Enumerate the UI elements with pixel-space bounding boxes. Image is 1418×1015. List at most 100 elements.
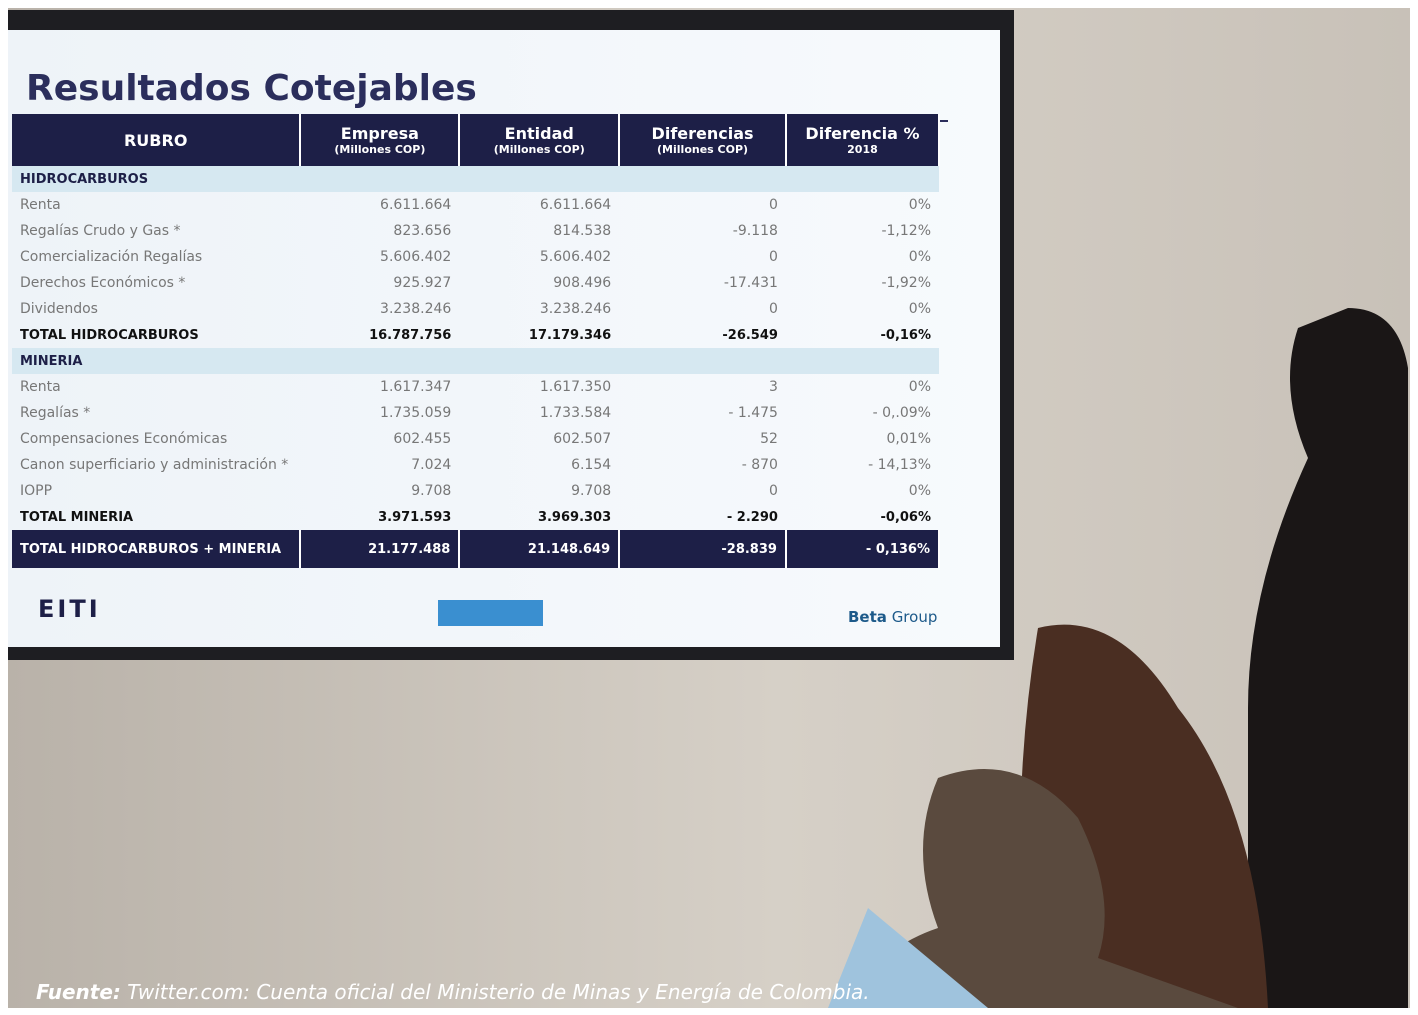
header-sub: (Millones COP): [657, 143, 749, 156]
table-cell: -1,92%: [881, 275, 931, 291]
table-cell: 6.611.664: [539, 197, 612, 213]
table-row: Regalías * 1.735.059 1.733.584 - 1.475 - 0,.…: [12, 400, 939, 426]
table-row: Canon superficiario y administración * 7.…: [12, 452, 939, 478]
table-cell: 3: [769, 379, 778, 395]
table-row: Compensaciones Económicas 602.455 602.507 5…: [12, 426, 939, 452]
table-cell: TOTAL HIDROCARBUROS: [20, 327, 199, 343]
table-cell: 3.238.246: [539, 301, 612, 317]
table-cell: 3.971.593: [378, 509, 452, 525]
caption: Fuente: Twitter.com: Cuenta oficial del …: [36, 980, 870, 1004]
table-cell: 21.177.488: [300, 530, 461, 568]
table-cell: 21.148.649: [459, 530, 621, 568]
table-cell: Regalías Crudo y Gas *: [20, 223, 181, 239]
table-cell: 0%: [908, 483, 931, 499]
table-row: IOPP 9.708 9.708 0 0%: [12, 478, 939, 504]
header-row: RUBRO Empresa (Millones COP) Entidad (Millon…: [12, 114, 941, 166]
table-cell: 5.606.402: [539, 249, 612, 265]
table-cell: 1.617.350: [539, 379, 612, 395]
table-cell: 16.787.756: [369, 327, 452, 343]
logo-beta: Beta Group: [848, 608, 937, 626]
header-cell: Diferencias (Millones COP): [619, 114, 787, 166]
table-cell: 0,01%: [886, 431, 931, 447]
screen: Resultados Cotejables RUBRO Empresa (Millo…: [8, 30, 1000, 647]
logo-eiti: EITI: [38, 595, 101, 623]
table-cell: 925.927: [393, 275, 452, 291]
logo-text: Group: [891, 608, 938, 626]
table-cell: -26.549: [722, 327, 778, 343]
table-cell: 814.538: [553, 223, 612, 239]
table-row: Dividendos 3.238.246 3.238.246 0 0%: [12, 296, 939, 322]
header-text: RUBRO: [123, 130, 188, 150]
header-cell: Entidad (Millones COP): [459, 114, 621, 166]
table-cell: 0%: [908, 197, 931, 213]
header-cell: Diferencia % 2018: [785, 114, 941, 166]
header-text: Diferencia %: [805, 124, 920, 143]
header-text: Diferencias: [651, 124, 754, 143]
table-cell: 0%: [908, 301, 931, 317]
table-row: Renta 1.617.347 1.617.350 3 0%: [12, 374, 939, 400]
table-row: TOTAL MINERIA 3.971.593 3.969.303 - 2.290 -0…: [12, 504, 939, 530]
table-cell: Comercialización Regalías: [20, 249, 203, 265]
table-cell: 0%: [908, 249, 931, 265]
table-cell: - 2.290: [726, 509, 778, 525]
table-cell: 3.969.303: [537, 509, 612, 525]
table-cell: -0,06%: [880, 509, 932, 525]
table-cell: TOTAL MINERIA: [20, 509, 134, 525]
table-row: Comercialización Regalías 5.606.402 5.606.…: [12, 244, 939, 270]
table-row: Regalías Crudo y Gas * 823.656 814.538 -9.1…: [12, 218, 939, 244]
table-cell: - 870: [741, 457, 778, 473]
table-cell: Derechos Económicos *: [20, 275, 186, 291]
table-cell: 602.455: [393, 431, 452, 447]
table-cell: 9.708: [571, 483, 612, 499]
table-cell: IOPP: [20, 483, 53, 499]
people: [828, 308, 1408, 1008]
table-cell: -17.431: [723, 275, 778, 291]
tv: Resultados Cotejables RUBRO Empresa (Millo…: [8, 10, 1014, 660]
table-cell: 6.611.664: [380, 197, 452, 213]
section-row: HIDROCARBUROS: [12, 166, 939, 192]
table-cell: 52: [760, 431, 778, 447]
table-cell: 17.179.346: [528, 327, 612, 343]
table-cell: 823.656: [393, 223, 452, 239]
section-row: MINERIA: [12, 348, 939, 374]
photo: Resultados Cotejables RUBRO Empresa (Millo…: [8, 8, 1410, 1008]
table-row: TOTAL HIDROCARBUROS + MINERIA 21.177.488 2…: [12, 530, 941, 568]
header-cell: RUBRO: [12, 114, 302, 166]
table-cell: - 1.475: [728, 405, 778, 421]
table-cell: Renta: [20, 197, 61, 213]
table-row: Renta 6.611.664 6.611.664 0 0%: [12, 192, 939, 218]
table: RUBRO Empresa (Millones COP) Entidad (Millon…: [12, 114, 941, 568]
table-row: Derechos Económicos * 925.927 908.496 -17.4…: [12, 270, 939, 296]
table-cell: -0,16%: [880, 327, 932, 343]
table-cell: 5.606.402: [380, 249, 452, 265]
table-cell: 0: [769, 483, 778, 499]
table-cell: 1.733.584: [539, 405, 612, 421]
table-cell: 6.154: [571, 457, 612, 473]
table-cell: 1.617.347: [380, 379, 452, 395]
logo-text: Beta: [848, 608, 887, 626]
title: Resultados Cotejables: [26, 68, 477, 109]
table-cell: 602.507: [553, 431, 612, 447]
table-cell: TOTAL HIDROCARBUROS + MINERIA: [12, 530, 302, 568]
table-cell: -9.118: [732, 223, 778, 239]
table-cell: Dividendos: [20, 301, 98, 317]
table-cell: 0: [769, 249, 778, 265]
table-cell: 0%: [908, 379, 931, 395]
section-name: HIDROCARBUROS: [12, 166, 939, 192]
header-sub: 2018: [847, 143, 878, 156]
header-sub: (Millones COP): [334, 143, 426, 156]
section-name: MINERIA: [12, 348, 939, 374]
table-cell: Compensaciones Económicas: [20, 431, 228, 447]
table-row: TOTAL HIDROCARBUROS 16.787.756 17.179.346 -…: [12, 322, 939, 348]
table-cell: 7.024: [411, 457, 452, 473]
table-cell: Regalías *: [20, 405, 91, 421]
header-sub: (Millones COP): [493, 143, 585, 156]
table-cell: Canon superficiario y administración *: [20, 457, 289, 473]
table-cell: - 0,136%: [785, 530, 941, 568]
table-cell: 908.496: [553, 275, 612, 291]
caption-text: Twitter.com: Cuenta oficial del Minister…: [127, 980, 870, 1004]
header-cell: Empresa (Millones COP): [300, 114, 461, 166]
table-cell: 1.735.059: [380, 405, 452, 421]
table-cell: 0: [769, 301, 778, 317]
logo-gov: [438, 600, 543, 626]
